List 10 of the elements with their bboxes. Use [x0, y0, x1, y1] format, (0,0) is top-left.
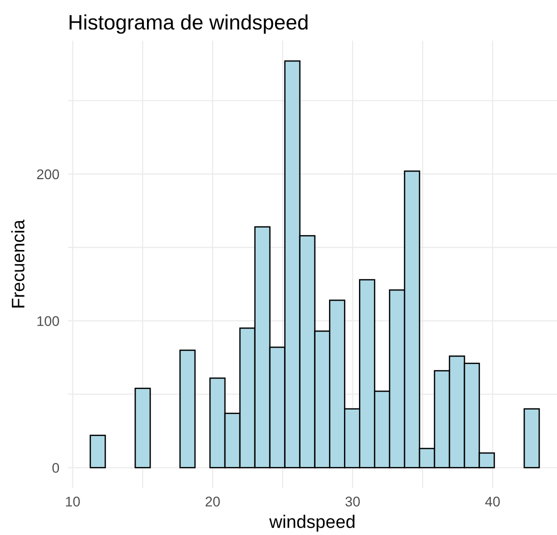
y-axis-title: Frecuencia — [11, 220, 24, 308]
x-tick-label: 30 — [345, 496, 360, 507]
y-tick-label: 0 — [52, 462, 60, 473]
chart-title: Histograma de windspeed — [70, 14, 308, 34]
x-tick-label: 40 — [485, 496, 500, 507]
y-tick-label: 100 — [37, 316, 60, 326]
y-tick-label: 200 — [37, 169, 60, 180]
x-tick-label: 10 — [66, 496, 80, 507]
x-tick-label: 20 — [206, 496, 220, 507]
x-axis-title: windspeed — [269, 514, 354, 532]
